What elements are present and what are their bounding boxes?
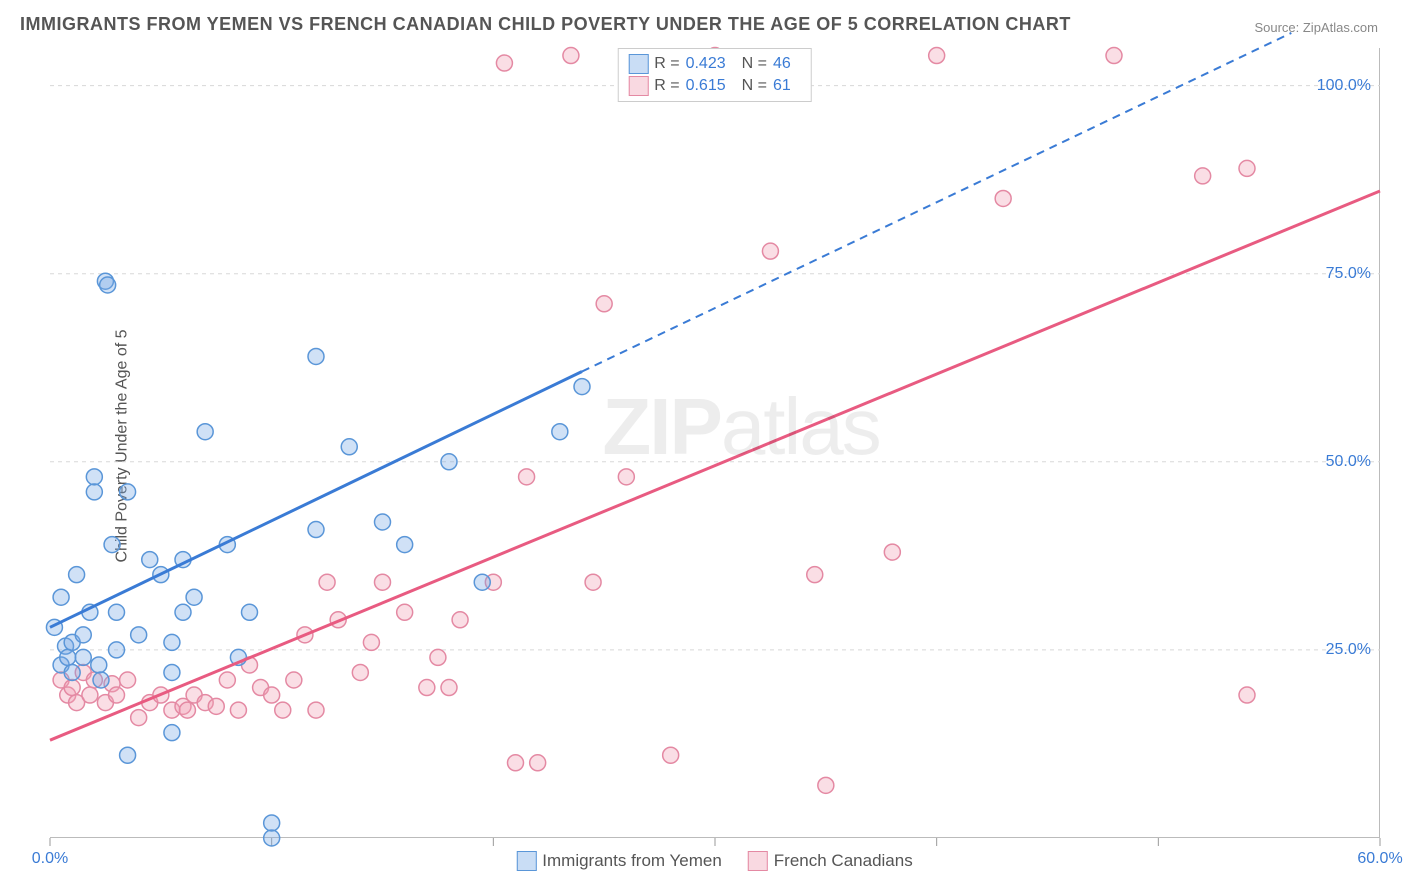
swatch-french-icon <box>628 76 648 96</box>
legend-item-french: French Canadians <box>748 851 913 871</box>
y-tick-label: 75.0% <box>1326 265 1371 283</box>
y-tick-label: 100.0% <box>1317 77 1371 95</box>
source-name: ZipAtlas.com <box>1303 20 1378 35</box>
source-attribution: Source: ZipAtlas.com <box>1254 20 1378 35</box>
swatch-yemen-icon <box>628 54 648 74</box>
r-value-french: 0.615 <box>686 75 726 97</box>
r-label: R = <box>654 53 679 75</box>
stats-row-yemen: R = 0.423 N = 46 <box>628 53 801 75</box>
legend-item-yemen: Immigrants from Yemen <box>516 851 722 871</box>
legend-label-yemen: Immigrants from Yemen <box>542 851 722 871</box>
n-value-french: 61 <box>773 75 791 97</box>
stats-legend: R = 0.423 N = 46 R = 0.615 N = 61 <box>617 48 812 102</box>
y-tick-label: 50.0% <box>1326 453 1371 471</box>
series-legend: Immigrants from Yemen French Canadians <box>516 851 912 871</box>
x-tick-label: 0.0% <box>32 850 68 868</box>
swatch-french-icon <box>748 851 768 871</box>
swatch-yemen-icon <box>516 851 536 871</box>
chart-svg <box>50 48 1379 837</box>
chart-plot-area: ZIPatlas R = 0.423 N = 46 R = 0.615 N = … <box>50 48 1380 838</box>
chart-title: IMMIGRANTS FROM YEMEN VS FRENCH CANADIAN… <box>20 14 1071 35</box>
n-label: N = <box>742 75 767 97</box>
r-label: R = <box>654 75 679 97</box>
source-label: Source: <box>1254 20 1302 35</box>
legend-label-french: French Canadians <box>774 851 913 871</box>
n-value-yemen: 46 <box>773 53 791 75</box>
r-value-yemen: 0.423 <box>686 53 726 75</box>
x-tick-label: 60.0% <box>1357 850 1402 868</box>
y-tick-label: 25.0% <box>1326 641 1371 659</box>
n-label: N = <box>742 53 767 75</box>
stats-row-french: R = 0.615 N = 61 <box>628 75 801 97</box>
